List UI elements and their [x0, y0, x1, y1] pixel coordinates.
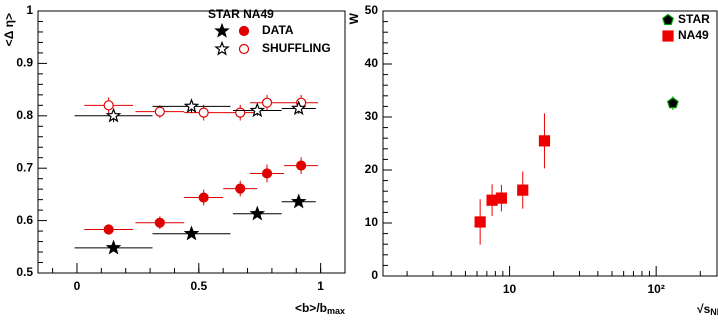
marker — [517, 184, 529, 196]
marker — [249, 102, 266, 118]
marker — [183, 225, 200, 241]
marker — [474, 216, 486, 228]
plot-frame — [382, 10, 718, 277]
marker — [290, 100, 307, 116]
y-tick-label: 0.7 — [16, 160, 33, 174]
marker — [486, 194, 498, 206]
y-tick-label: 0.5 — [16, 265, 33, 279]
marker — [154, 217, 165, 228]
x-tick-label: 10 — [503, 282, 517, 296]
x-tick-label: 10² — [647, 282, 664, 296]
x-axis-label: <b>/bmax — [295, 301, 345, 316]
x-axis-label-main: √s — [697, 302, 711, 316]
x-tick-label: 0 — [74, 279, 81, 293]
marker — [198, 192, 209, 203]
y-axis-label: <Δ η> — [2, 13, 16, 46]
y-tick-label: 0.8 — [16, 108, 33, 122]
marker — [238, 25, 250, 37]
marker — [249, 205, 266, 221]
marker — [238, 43, 250, 55]
marker — [235, 107, 246, 118]
legend-label: SHUFFLING — [262, 41, 331, 55]
y-tick-label: 40 — [365, 56, 379, 70]
y-tick-label: 0 — [371, 268, 378, 282]
marker — [103, 100, 114, 111]
y-tick-label: 20 — [365, 162, 379, 176]
marker — [214, 40, 230, 56]
marker — [662, 30, 674, 42]
y-tick-label: 50 — [365, 3, 379, 17]
x-axis-label-sub: max — [327, 306, 345, 316]
y-tick-label: 0.6 — [16, 213, 33, 227]
marker — [538, 135, 551, 147]
x-axis-label-sub: NN — [710, 307, 718, 317]
y-axis-label: W — [347, 12, 361, 24]
marker — [198, 107, 209, 118]
x-tick-label: 0.5 — [190, 279, 207, 293]
marker — [296, 160, 307, 171]
marker — [261, 168, 273, 179]
y-tick-label: 1 — [26, 3, 33, 17]
marker — [261, 97, 273, 108]
marker — [183, 98, 200, 114]
y-tick-label: 0.9 — [16, 56, 33, 70]
legend-label: STAR — [678, 12, 710, 26]
plot-frame — [37, 10, 346, 274]
marker — [290, 193, 307, 209]
marker — [214, 22, 230, 38]
marker — [154, 106, 165, 117]
marker — [235, 183, 246, 194]
marker — [105, 107, 122, 123]
x-axis-label-main: <b>/b — [295, 301, 327, 315]
legend-title: STAR NA49 — [208, 7, 274, 21]
legend-label: NA49 — [678, 28, 709, 42]
marker — [666, 96, 679, 109]
marker — [662, 13, 674, 26]
x-axis-label: √sNN — [697, 302, 718, 317]
x-tick-label: 1 — [317, 279, 324, 293]
marker — [495, 192, 508, 204]
marker — [103, 224, 114, 235]
marker — [105, 239, 122, 255]
y-tick-label: 30 — [365, 109, 379, 123]
legend-label: DATA — [262, 23, 294, 37]
y-tick-label: 10 — [365, 215, 379, 229]
